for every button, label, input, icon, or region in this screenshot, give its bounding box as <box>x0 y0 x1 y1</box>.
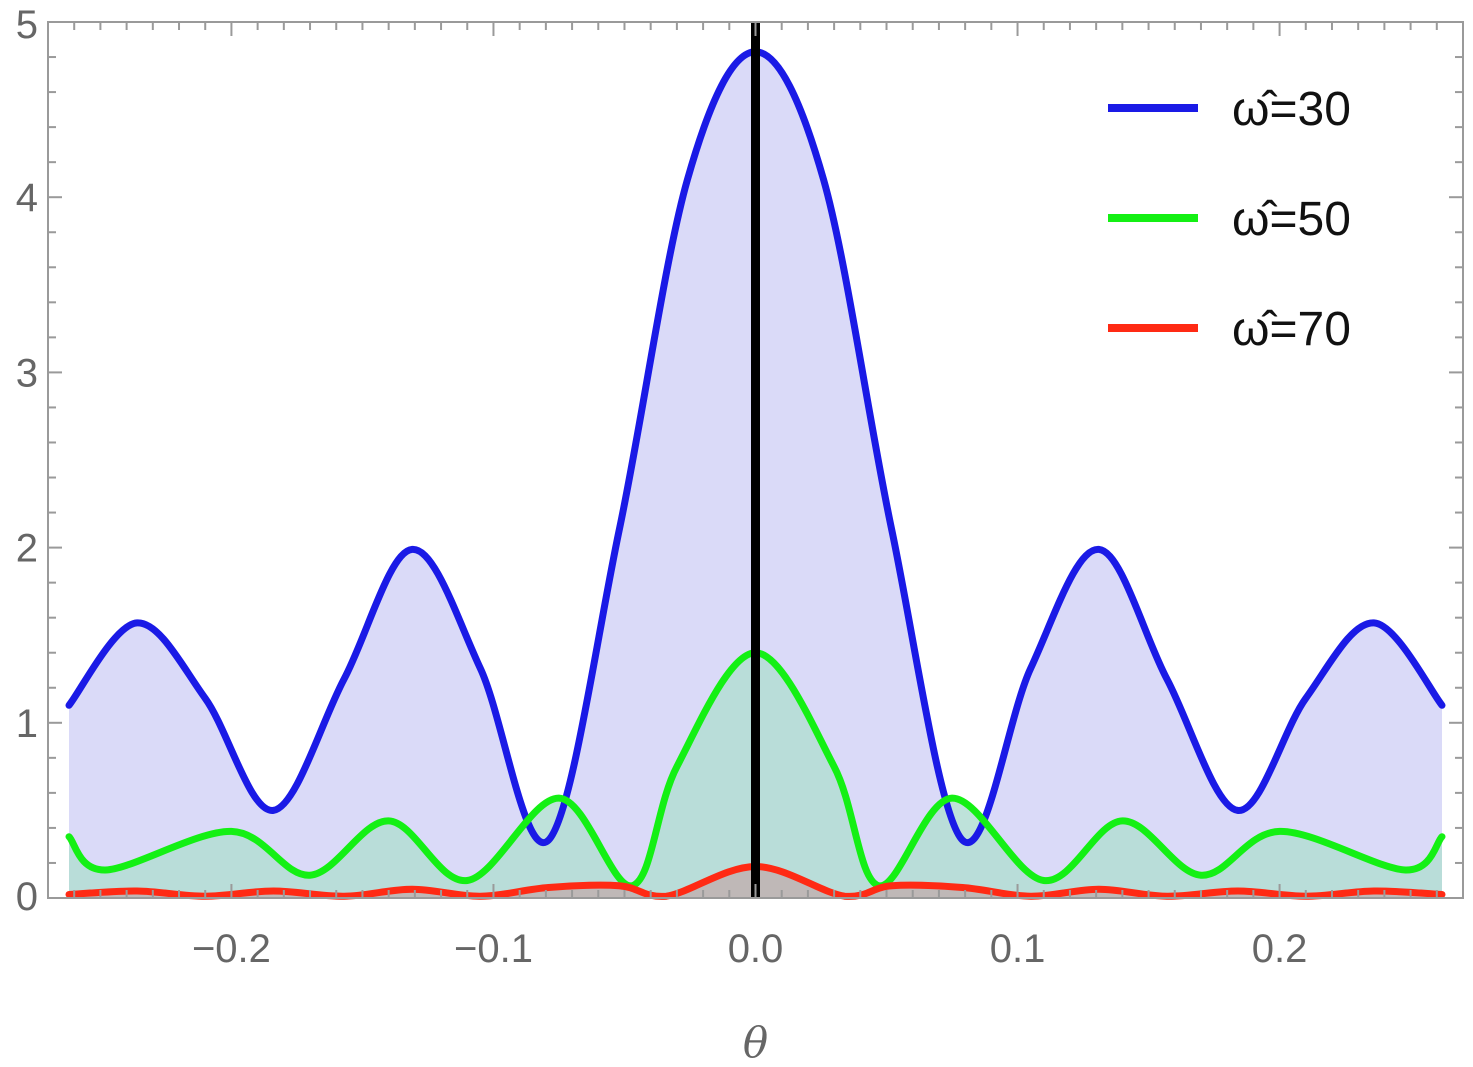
axis-ticks <box>47 21 1464 899</box>
y-tick-label: 1 <box>16 702 38 746</box>
x-axis-label: θ <box>743 1018 768 1067</box>
legend-label: ω̂=50 <box>1232 193 1351 246</box>
x-tick-label: 0.0 <box>728 927 784 971</box>
x-tick-label: 0.2 <box>1252 927 1308 971</box>
legend-label: ω̂=30 <box>1232 83 1351 136</box>
y-tick-label: 4 <box>16 176 38 220</box>
y-tick-label: 3 <box>16 351 38 395</box>
x-tick-labels: −0.2 −0.1 0.0 0.1 0.2 <box>192 927 1307 971</box>
y-tick-label: 0 <box>16 875 38 919</box>
y-tick-labels: 0 1 2 3 4 5 <box>16 3 38 919</box>
legend: ω̂=30 ω̂=50 ω̂=70 <box>1108 83 1351 356</box>
x-tick-label: −0.2 <box>192 927 271 971</box>
x-tick-label: 0.1 <box>990 927 1046 971</box>
x-tick-label: −0.1 <box>454 927 533 971</box>
legend-label: ω̂=70 <box>1232 303 1351 356</box>
y-tick-label: 5 <box>16 3 38 47</box>
y-tick-label: 2 <box>16 527 38 571</box>
